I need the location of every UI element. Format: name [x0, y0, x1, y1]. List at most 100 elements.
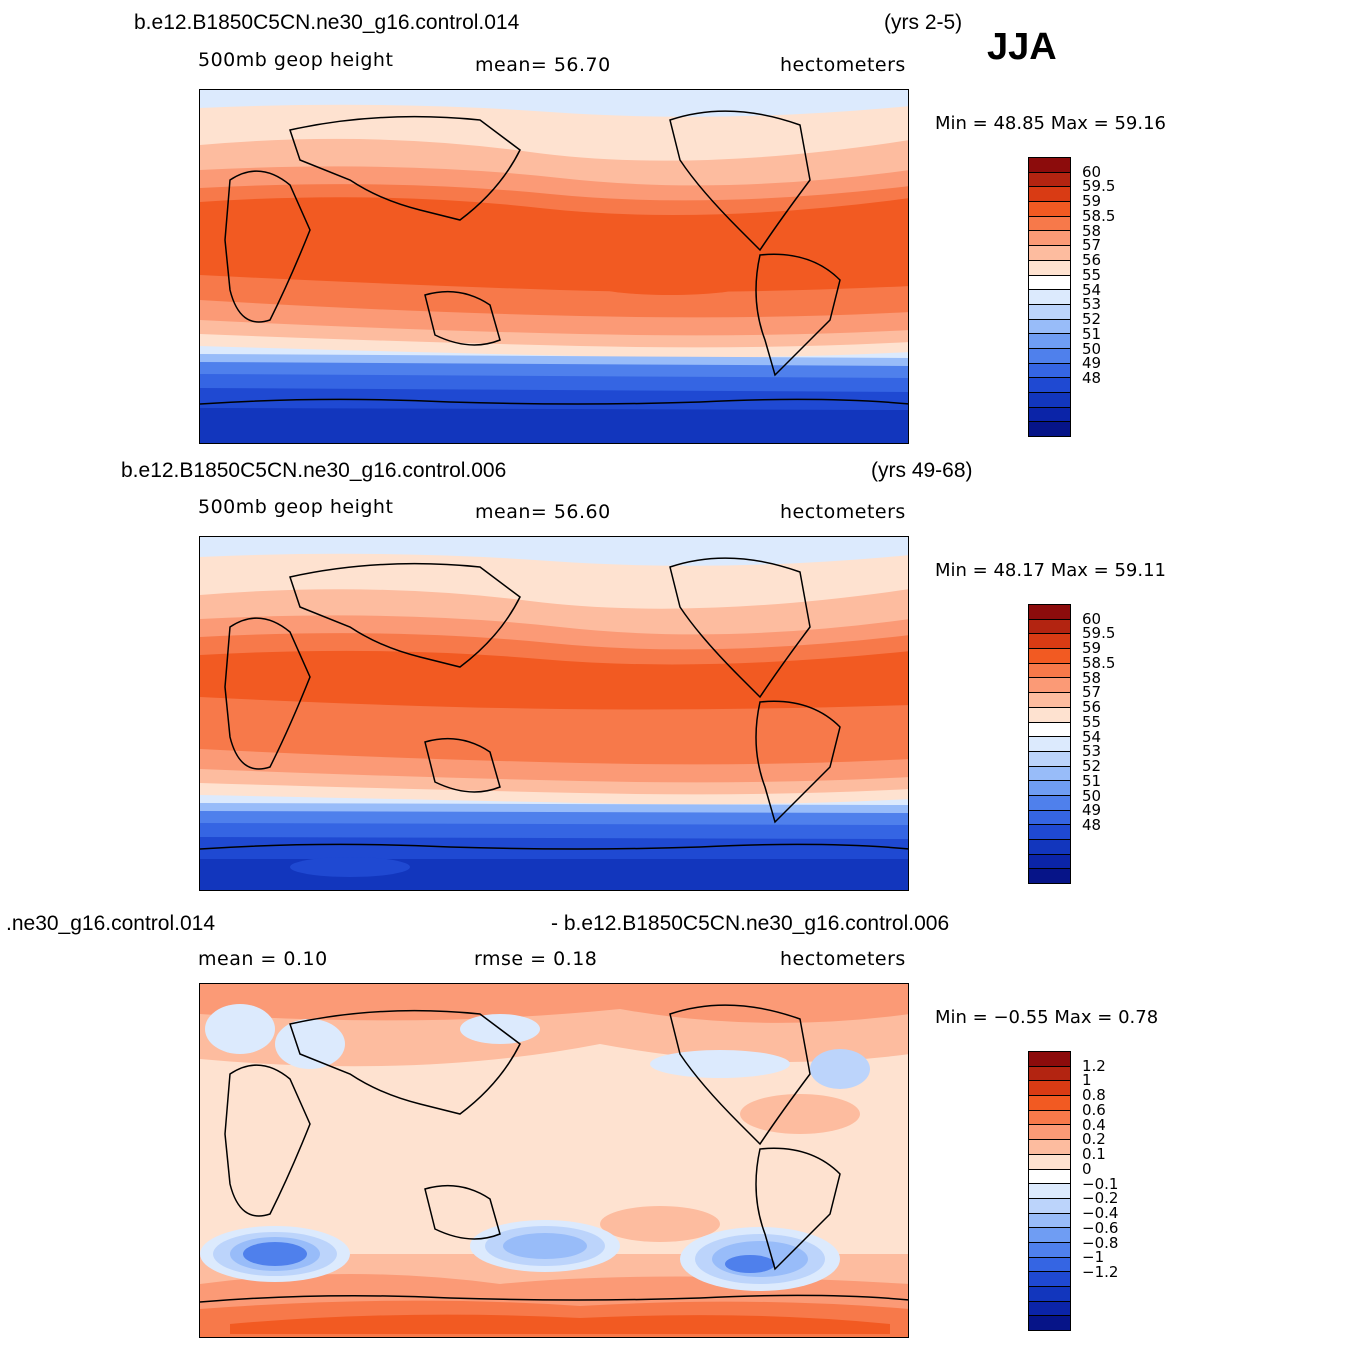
- colorbar-box: [1029, 1081, 1070, 1097]
- panel1-run-title: b.e12.B1850C5CN.ne30_g16.control.014: [134, 11, 520, 34]
- colorbar-box: [1029, 795, 1070, 811]
- colorbar-box: [1029, 1125, 1070, 1141]
- colorbar-box: [1029, 634, 1070, 650]
- colorbar-label: 60: [1082, 609, 1102, 628]
- panel3-units: hectometers: [780, 948, 906, 970]
- colorbar-label: 1: [1082, 1071, 1092, 1090]
- panel1-years: (yrs 2-5): [884, 11, 963, 34]
- colorbar-box: [1029, 407, 1070, 423]
- colorbar-label: 59: [1082, 192, 1102, 211]
- colorbar-label: 0.2: [1082, 1130, 1106, 1149]
- panel3-run-title-2: - b.e12.B1850C5CN.ne30_g16.control.006: [551, 912, 950, 935]
- panel1-mean: mean= 56.70: [475, 54, 611, 76]
- colorbar-box: [1029, 1140, 1070, 1155]
- colorbar-box: [1029, 1052, 1070, 1067]
- colorbar-box: [1029, 751, 1070, 767]
- panel1-colorbar: [1028, 157, 1071, 437]
- colorbar-box: [1029, 693, 1070, 708]
- colorbar-label: 54: [1082, 727, 1102, 746]
- colorbar-label: 53: [1082, 295, 1102, 314]
- colorbar-box: [1029, 1301, 1070, 1317]
- colorbar-box: [1029, 393, 1070, 408]
- colorbar-label: 0.6: [1082, 1100, 1106, 1119]
- colorbar-box: [1029, 619, 1070, 635]
- panel2-map: [199, 536, 909, 891]
- panel1-minmax: Min = 48.85 Max = 59.16: [935, 113, 1166, 134]
- colorbar-box: [1029, 334, 1070, 349]
- colorbar-box: [1029, 290, 1070, 305]
- colorbar-box: [1029, 319, 1070, 335]
- panel3-colorbar: [1028, 1051, 1071, 1331]
- colorbar-label: 0.8: [1082, 1086, 1106, 1105]
- colorbar-label: 53: [1082, 742, 1102, 761]
- colorbar-label: 57: [1082, 236, 1102, 255]
- colorbar-box: [1029, 1213, 1070, 1229]
- colorbar-label: 58: [1082, 221, 1102, 240]
- colorbar-box: [1029, 737, 1070, 752]
- colorbar-label: 55: [1082, 712, 1102, 731]
- colorbar-box: [1029, 1257, 1070, 1273]
- colorbar-label: 56: [1082, 698, 1102, 717]
- colorbar-box: [1029, 158, 1070, 173]
- colorbar-box: [1029, 678, 1070, 694]
- colorbar-box: [1029, 187, 1070, 203]
- colorbar-box: [1029, 260, 1070, 276]
- colorbar-label: 58: [1082, 668, 1102, 687]
- colorbar-box: [1029, 1287, 1070, 1302]
- colorbar-box: [1029, 304, 1070, 320]
- colorbar-box: [1029, 781, 1070, 796]
- panel3-minmax: Min = −0.55 Max = 0.78: [935, 1007, 1159, 1028]
- colorbar-box: [1029, 1272, 1070, 1287]
- colorbar-label: −0.6: [1082, 1218, 1119, 1237]
- colorbar-box: [1029, 1110, 1070, 1126]
- colorbar-label: 56: [1082, 251, 1102, 270]
- panel1-units: hectometers: [780, 54, 906, 76]
- colorbar-box: [1029, 363, 1070, 379]
- colorbar-box: [1029, 422, 1070, 437]
- panel1-contour-field: [200, 90, 908, 443]
- colorbar-box: [1029, 1184, 1070, 1199]
- colorbar-box: [1029, 722, 1070, 738]
- colorbar-box: [1029, 1198, 1070, 1214]
- colorbar-label: 1.2: [1082, 1056, 1106, 1075]
- season-label: JJA: [987, 26, 1057, 68]
- colorbar-label: 49: [1082, 801, 1102, 820]
- colorbar-label: −0.1: [1082, 1174, 1119, 1193]
- colorbar-label: 48: [1082, 369, 1102, 388]
- colorbar-label: 59.5: [1082, 624, 1116, 643]
- colorbar-label: −1.2: [1082, 1263, 1119, 1282]
- colorbar-box: [1029, 766, 1070, 782]
- panel3-rmse: rmse = 0.18: [474, 948, 598, 970]
- colorbar-box: [1029, 378, 1070, 393]
- panel3-mean: mean = 0.10: [198, 948, 328, 970]
- panel2-contour-field: [200, 537, 908, 890]
- colorbar-box: [1029, 825, 1070, 840]
- panel3-run-title: .ne30_g16.control.014: [6, 912, 216, 935]
- colorbar-box: [1029, 275, 1070, 291]
- colorbar-box: [1029, 348, 1070, 364]
- panel2-colorbar: [1028, 604, 1071, 884]
- colorbar-box: [1029, 1316, 1070, 1331]
- panel2-field-label: 500mb geop height: [198, 496, 394, 518]
- colorbar-box: [1029, 1169, 1070, 1185]
- colorbar-label: 58.5: [1082, 206, 1116, 225]
- colorbar-label: 57: [1082, 683, 1102, 702]
- colorbar-label: 60: [1082, 162, 1102, 181]
- colorbar-label: −1: [1082, 1248, 1105, 1267]
- colorbar-label: 51: [1082, 771, 1102, 790]
- colorbar-label: 48: [1082, 816, 1102, 835]
- panel1-map: [199, 89, 909, 444]
- colorbar-label: 54: [1082, 280, 1102, 299]
- colorbar-label: 58.5: [1082, 653, 1116, 672]
- colorbar-label: 52: [1082, 310, 1102, 329]
- colorbar-box: [1029, 1154, 1070, 1170]
- colorbar-label: 50: [1082, 786, 1102, 805]
- colorbar-box: [1029, 707, 1070, 723]
- colorbar-box: [1029, 1066, 1070, 1082]
- colorbar-label: 59: [1082, 639, 1102, 658]
- panel1-field-label: 500mb geop height: [198, 49, 394, 71]
- colorbar-box: [1029, 840, 1070, 855]
- colorbar-box: [1029, 663, 1070, 679]
- colorbar-label: 50: [1082, 339, 1102, 358]
- colorbar-label: 0: [1082, 1159, 1092, 1178]
